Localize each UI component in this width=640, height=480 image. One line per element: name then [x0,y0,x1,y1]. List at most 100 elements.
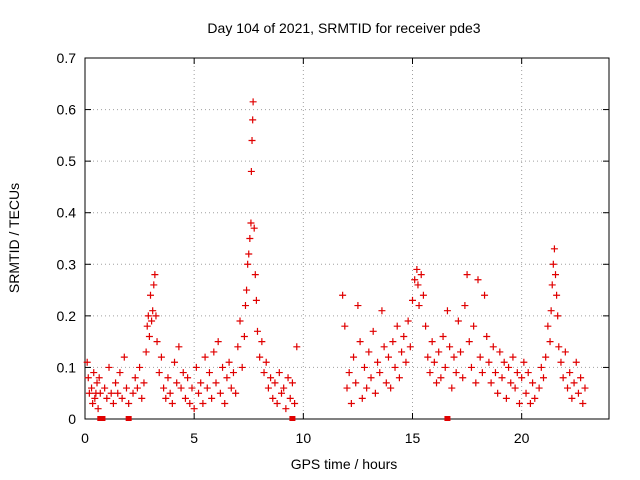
x-tick-label: 10 [296,430,312,446]
gap-marker [444,416,451,421]
data-point-marker [208,394,216,402]
data-point-marker [197,379,205,387]
data-point-marker [507,379,515,387]
gap-marker [125,416,132,421]
data-point-marker [216,389,224,397]
data-point-marker [85,389,93,397]
data-point-marker [413,265,421,273]
data-point-marker [181,394,189,402]
data-point-marker [356,338,364,346]
x-tick-label: 5 [190,430,198,446]
data-point-marker [247,167,255,175]
data-point-marker [286,394,294,402]
data-point-marker [243,286,251,294]
data-point-marker [570,379,578,387]
data-point-marker [275,369,283,377]
y-tick-label: 0.7 [57,50,77,66]
data-point-marker [518,374,526,382]
data-point-marker [491,369,499,377]
data-point-marker [470,322,478,330]
data-point-marker [131,374,139,382]
data-point-marker [411,276,419,284]
data-point-marker [250,224,258,232]
data-point-marker [136,363,144,371]
y-tick-label: 0.2 [57,308,77,324]
data-point-marker [496,348,504,356]
data-point-marker [555,343,563,351]
data-point-marker [459,374,467,382]
data-point-marker [236,317,244,325]
data-point-marker [89,400,97,408]
data-point-marker [155,369,163,377]
data-point-marker [150,281,158,289]
data-point-marker [358,394,366,402]
x-axis-label: GPS time / hours [291,456,398,472]
data-point-marker [212,379,220,387]
data-point-marker [84,374,92,382]
data-point-marker [267,374,275,382]
data-point-marker [249,98,257,106]
data-point-marker [251,271,259,279]
data-point-marker [461,302,469,310]
data-point-marker [173,379,181,387]
data-point-marker [572,358,580,366]
data-point-marker [367,374,375,382]
data-point-marker [280,384,288,392]
data-point-marker [439,332,447,340]
data-point-marker [376,369,384,377]
data-point-marker [122,384,130,392]
data-point-marker [437,374,445,382]
data-point-marker [494,389,502,397]
data-point-marker [96,389,104,397]
data-point-marker [203,384,211,392]
data-point-marker [241,302,249,310]
data-point-marker [548,281,556,289]
y-tick-label: 0 [68,411,76,427]
data-point-marker [83,358,91,366]
data-point-marker [160,384,168,392]
data-point-marker [210,348,218,356]
data-point-marker [374,358,382,366]
data-point-marker [125,400,133,408]
data-point-marker [524,369,532,377]
data-point-marker [256,353,264,361]
data-point-marker [382,379,390,387]
data-point-marker [118,394,126,402]
y-tick-label: 0.3 [57,256,77,272]
data-point-marker [498,374,506,382]
data-point-marker [579,400,587,408]
data-point-marker [561,348,569,356]
data-point-marker [520,358,528,366]
x-tick-label: 15 [405,430,421,446]
data-point-marker [245,250,253,258]
data-point-marker [554,312,562,320]
data-point-marker [93,379,101,387]
data-point-marker [443,307,451,315]
data-point-marker [240,332,248,340]
data-point-marker [223,374,231,382]
data-point-marker [151,271,159,279]
data-point-marker [415,302,423,310]
data-point-marker [450,353,458,361]
data-point-marker [264,384,272,392]
data-point-marker [566,369,574,377]
gap-marker [99,416,106,421]
data-point-marker [186,400,194,408]
data-point-marker [404,317,412,325]
data-point-marker [171,358,179,366]
data-point-marker [175,343,183,351]
y-tick-label: 0.5 [57,153,77,169]
data-point-marker [229,369,237,377]
data-point-marker [253,327,261,335]
data-point-marker [540,374,547,382]
data-point-marker [91,394,99,402]
data-point-marker [199,400,207,408]
data-point-marker [129,389,137,397]
data-point-marker [269,394,277,402]
data-point-marker [238,363,246,371]
data-point-marker [88,384,96,392]
data-point-marker [201,353,209,361]
data-point-marker [214,338,222,346]
data-point-marker [513,369,521,377]
data-point-marker [95,374,103,382]
